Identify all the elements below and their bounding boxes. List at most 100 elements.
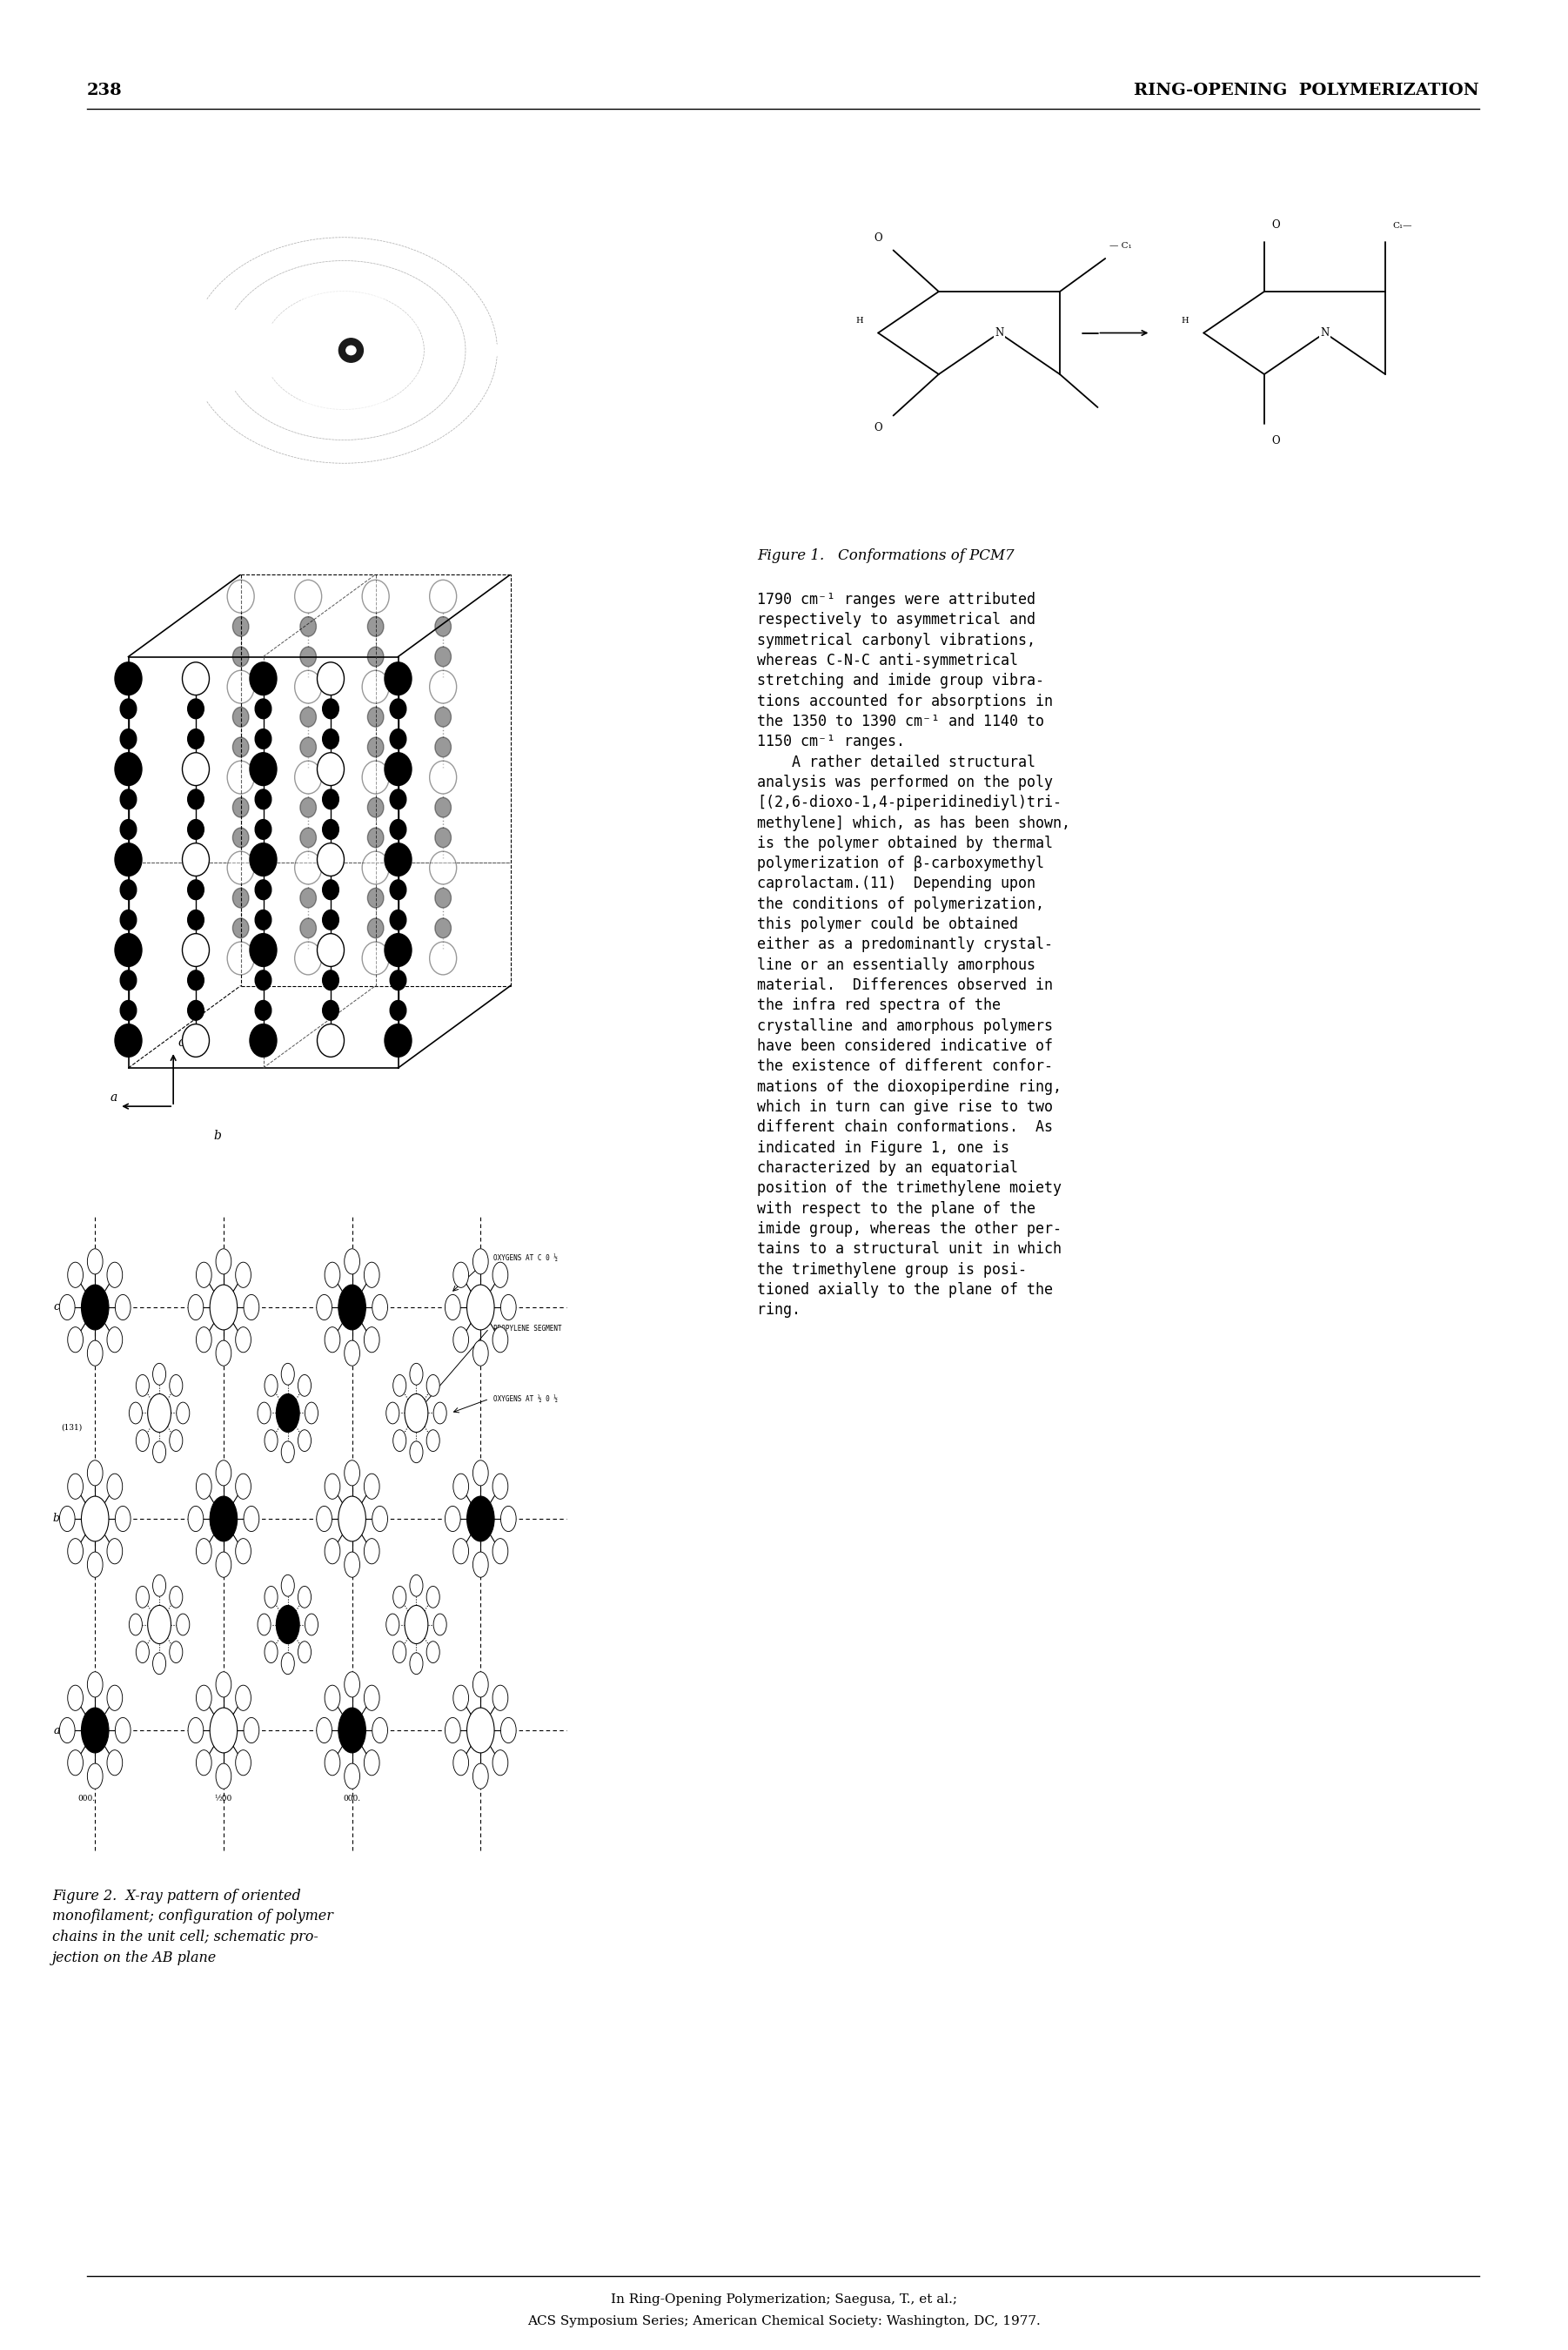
Circle shape	[364, 1685, 379, 1711]
Circle shape	[257, 1403, 271, 1424]
Circle shape	[188, 1295, 204, 1321]
Circle shape	[299, 738, 317, 757]
Circle shape	[107, 1328, 122, 1351]
Ellipse shape	[492, 263, 502, 270]
Text: a: a	[53, 1725, 60, 1737]
Circle shape	[152, 1441, 166, 1462]
Circle shape	[298, 1429, 310, 1452]
Circle shape	[364, 1328, 379, 1351]
Circle shape	[227, 580, 254, 613]
Circle shape	[409, 1441, 423, 1462]
Text: O: O	[873, 423, 883, 435]
Circle shape	[492, 1751, 508, 1774]
Text: b: b	[213, 1130, 221, 1142]
Circle shape	[372, 1506, 387, 1532]
Circle shape	[323, 1001, 339, 1020]
Ellipse shape	[347, 345, 356, 355]
Circle shape	[474, 1339, 488, 1365]
Circle shape	[367, 646, 384, 667]
Circle shape	[136, 1640, 149, 1664]
Text: OXYGENS AT C 0 ½: OXYGENS AT C 0 ½	[494, 1255, 558, 1262]
Circle shape	[390, 909, 406, 931]
Circle shape	[169, 1586, 182, 1607]
Circle shape	[453, 1539, 469, 1563]
Circle shape	[295, 670, 321, 703]
Circle shape	[325, 1685, 340, 1711]
Circle shape	[323, 879, 339, 900]
Circle shape	[82, 1708, 108, 1753]
Circle shape	[129, 1614, 143, 1636]
Circle shape	[430, 942, 456, 975]
Circle shape	[367, 888, 384, 907]
Circle shape	[323, 971, 339, 989]
Circle shape	[152, 1574, 166, 1596]
Text: a: a	[110, 1090, 118, 1104]
Circle shape	[121, 820, 136, 839]
Circle shape	[434, 646, 452, 667]
Circle shape	[345, 1671, 359, 1697]
Circle shape	[317, 933, 343, 966]
Circle shape	[445, 1718, 461, 1744]
Circle shape	[196, 1328, 212, 1351]
Circle shape	[121, 971, 136, 989]
Text: c: c	[53, 1302, 60, 1314]
Circle shape	[434, 827, 452, 848]
Circle shape	[345, 1339, 359, 1365]
Circle shape	[196, 1473, 212, 1499]
Circle shape	[453, 1262, 469, 1288]
Circle shape	[453, 1685, 469, 1711]
Circle shape	[136, 1429, 149, 1452]
Circle shape	[317, 1506, 332, 1532]
Circle shape	[188, 790, 204, 808]
Circle shape	[299, 616, 317, 637]
Circle shape	[188, 879, 204, 900]
Circle shape	[227, 761, 254, 794]
Circle shape	[114, 663, 141, 696]
Ellipse shape	[492, 430, 502, 439]
Circle shape	[317, 1295, 332, 1321]
Circle shape	[467, 1285, 494, 1330]
Circle shape	[445, 1295, 461, 1321]
Ellipse shape	[162, 345, 174, 355]
Circle shape	[304, 1614, 318, 1636]
Ellipse shape	[547, 348, 555, 352]
Circle shape	[362, 761, 389, 794]
Circle shape	[323, 698, 339, 719]
Circle shape	[433, 1614, 447, 1636]
Circle shape	[500, 1506, 516, 1532]
Circle shape	[243, 1506, 259, 1532]
Circle shape	[88, 1459, 103, 1485]
Text: Figure 1.   Conformations of PCM7: Figure 1. Conformations of PCM7	[757, 548, 1014, 564]
Circle shape	[345, 1551, 359, 1577]
Circle shape	[317, 1025, 343, 1058]
Ellipse shape	[221, 430, 234, 439]
Circle shape	[298, 1375, 310, 1396]
Circle shape	[114, 1506, 130, 1532]
Text: N: N	[1320, 327, 1330, 338]
Circle shape	[147, 1605, 171, 1643]
Circle shape	[82, 1285, 108, 1330]
Circle shape	[182, 663, 209, 696]
Circle shape	[188, 1506, 204, 1532]
Circle shape	[492, 1473, 508, 1499]
Circle shape	[426, 1586, 439, 1607]
Circle shape	[317, 1718, 332, 1744]
Ellipse shape	[480, 221, 489, 230]
Ellipse shape	[221, 263, 234, 270]
Circle shape	[325, 1751, 340, 1774]
Circle shape	[265, 1586, 278, 1607]
Ellipse shape	[251, 266, 436, 435]
Circle shape	[249, 1025, 276, 1058]
Ellipse shape	[265, 280, 422, 423]
Circle shape	[210, 1285, 237, 1330]
Circle shape	[386, 1403, 400, 1424]
Circle shape	[390, 1001, 406, 1020]
Circle shape	[325, 1473, 340, 1499]
Circle shape	[182, 933, 209, 966]
Circle shape	[232, 646, 249, 667]
Circle shape	[232, 738, 249, 757]
Circle shape	[256, 820, 271, 839]
Circle shape	[409, 1574, 423, 1596]
Circle shape	[325, 1539, 340, 1563]
Text: In Ring-Opening Polymerization; Saegusa, T., et al.;: In Ring-Opening Polymerization; Saegusa,…	[612, 2294, 956, 2305]
